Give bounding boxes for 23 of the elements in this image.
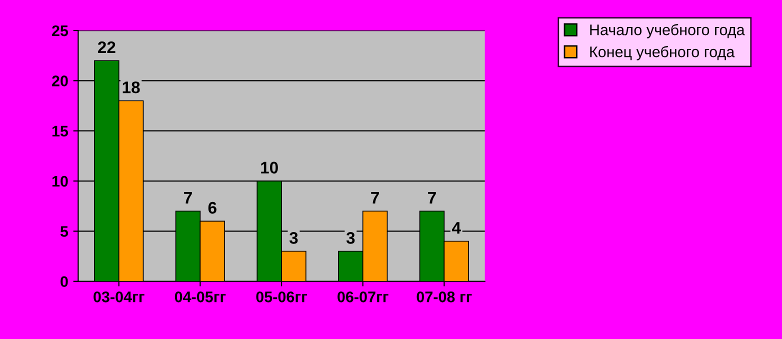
data-label: 7 <box>371 192 379 204</box>
data-label: 18 <box>122 81 140 94</box>
legend-label: Конец учебного года <box>590 46 735 60</box>
y-tick-label: 20 <box>52 76 68 86</box>
data-label: 7 <box>184 192 192 204</box>
x-tick-label: 05-06гг <box>256 291 308 302</box>
legend-label: Начало учебного года <box>590 24 745 38</box>
x-tick-label: 06-07гг <box>338 291 388 302</box>
x-tick-label: 03-04гг <box>94 291 144 302</box>
data-label: 3 <box>346 232 355 244</box>
data-label: 10 <box>261 162 278 174</box>
data-label: 22 <box>98 41 116 53</box>
y-tick-label: 25 <box>52 25 68 36</box>
y-tick-label: 5 <box>60 226 68 237</box>
y-tick-label: 10 <box>52 176 68 187</box>
y-tick-label: 0 <box>60 276 68 288</box>
x-tick-label: 07-08 гг <box>416 291 472 302</box>
data-label: 3 <box>289 232 298 244</box>
x-tick-label: 04-05гг <box>174 291 226 302</box>
data-label: 7 <box>428 192 436 204</box>
data-label: 4 <box>452 222 461 234</box>
data-label: 6 <box>208 202 216 214</box>
y-tick-label: 15 <box>52 126 68 137</box>
